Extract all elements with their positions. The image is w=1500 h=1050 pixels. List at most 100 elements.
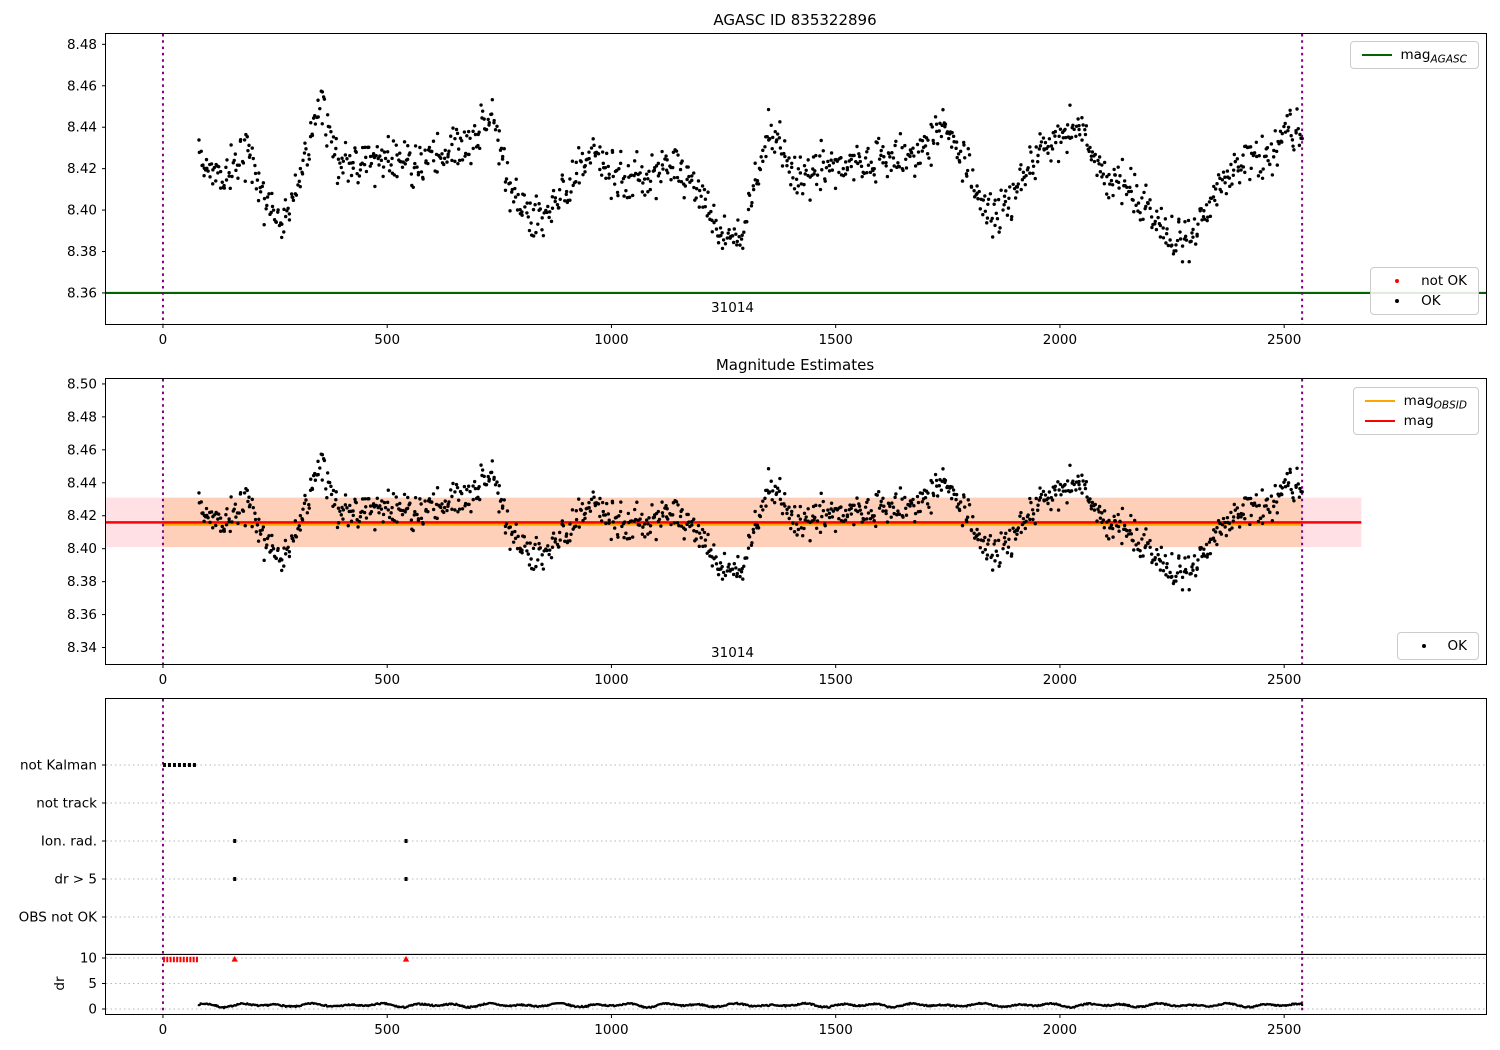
ok-point xyxy=(1083,132,1088,137)
ok-point xyxy=(1211,195,1216,199)
ok-point xyxy=(720,577,725,581)
ok-point xyxy=(856,509,860,514)
ok-point xyxy=(1286,128,1290,133)
ok-point xyxy=(803,518,807,522)
ok-point xyxy=(348,153,352,158)
ok-point xyxy=(632,159,637,163)
ok-point xyxy=(208,175,212,179)
ok-point xyxy=(775,491,779,495)
ok-point xyxy=(246,148,250,153)
ok-point xyxy=(260,184,264,189)
ok-point xyxy=(1010,552,1014,556)
ok-point xyxy=(1049,144,1054,148)
ok-point xyxy=(957,508,962,513)
ok-point xyxy=(577,525,581,529)
ok-point xyxy=(500,154,505,159)
ok-point xyxy=(1134,543,1138,547)
ok-point xyxy=(1011,526,1015,530)
ok-point xyxy=(504,177,509,181)
ok-point xyxy=(531,234,536,238)
ok-point xyxy=(1002,542,1006,547)
ok-point xyxy=(887,151,891,156)
ok-point xyxy=(751,530,756,535)
ok-point xyxy=(1241,165,1246,169)
ok-point xyxy=(588,509,593,513)
ok-point xyxy=(685,177,689,182)
ok-point xyxy=(229,143,233,147)
ok-point xyxy=(1056,159,1061,164)
ok-point xyxy=(334,498,338,502)
ok-point xyxy=(721,570,726,575)
ok-point xyxy=(1131,539,1135,543)
ok-point xyxy=(827,515,832,520)
ok-point xyxy=(1116,180,1121,185)
ok-point xyxy=(1038,144,1043,148)
ok-point xyxy=(1278,129,1283,134)
ok-point xyxy=(1206,215,1210,219)
ok-point xyxy=(731,572,736,577)
ok-point xyxy=(1129,532,1134,536)
ok-point xyxy=(280,558,284,562)
ok-point xyxy=(418,145,422,150)
ok-point xyxy=(1142,532,1146,537)
ok-point xyxy=(1269,494,1274,498)
ok-point xyxy=(1077,123,1081,128)
ok-point xyxy=(1136,541,1141,545)
ok-point xyxy=(1019,510,1023,515)
ok-point xyxy=(270,533,274,538)
ok-point xyxy=(633,171,638,176)
ok-point xyxy=(985,553,990,557)
ok-point xyxy=(332,502,337,507)
ok-point xyxy=(1254,504,1259,508)
ok-point xyxy=(808,198,812,202)
ok-point xyxy=(453,490,457,494)
ok-point xyxy=(442,510,446,515)
ok-point xyxy=(265,195,270,199)
ok-point xyxy=(367,497,371,501)
ok-point xyxy=(660,149,664,154)
ok-point xyxy=(900,145,904,150)
ok-point xyxy=(1059,140,1063,145)
ok-point xyxy=(695,529,699,534)
ok-point xyxy=(1202,554,1207,558)
ok-point xyxy=(442,162,446,167)
ok-point xyxy=(714,562,719,566)
ok-point xyxy=(374,153,378,158)
ok-point xyxy=(477,146,482,151)
ok-point xyxy=(790,509,794,514)
ok-point xyxy=(497,483,501,488)
ok-point xyxy=(429,149,434,154)
ok-point xyxy=(751,527,755,532)
ok-point xyxy=(211,182,215,186)
ok-point xyxy=(623,174,627,179)
ok-point xyxy=(451,126,455,130)
ok-point xyxy=(756,182,761,186)
ok-point xyxy=(624,531,628,535)
ok-point xyxy=(612,526,617,530)
ok-point xyxy=(869,160,873,164)
ok-point xyxy=(440,502,444,506)
ok-point xyxy=(386,159,390,164)
ok-point xyxy=(334,490,338,494)
ok-point xyxy=(1039,492,1044,497)
ok-point xyxy=(929,511,933,515)
ok-point xyxy=(1225,169,1230,173)
ok-point xyxy=(381,520,385,524)
ok-point xyxy=(487,477,491,481)
ok-point xyxy=(954,497,958,502)
ok-point xyxy=(1274,500,1279,504)
ok-point xyxy=(753,161,757,165)
ok-point xyxy=(804,168,808,173)
ok-point xyxy=(560,173,565,177)
ok-point xyxy=(654,164,659,168)
ok-point xyxy=(750,541,754,545)
ok-point xyxy=(503,188,508,193)
ok-point xyxy=(242,138,247,142)
ok-point xyxy=(309,477,313,481)
ok-point xyxy=(1046,501,1050,506)
ok-point xyxy=(633,517,638,522)
ok-point xyxy=(720,246,725,251)
ok-point xyxy=(960,179,965,183)
ok-point xyxy=(977,189,981,194)
ok-point xyxy=(648,187,653,192)
